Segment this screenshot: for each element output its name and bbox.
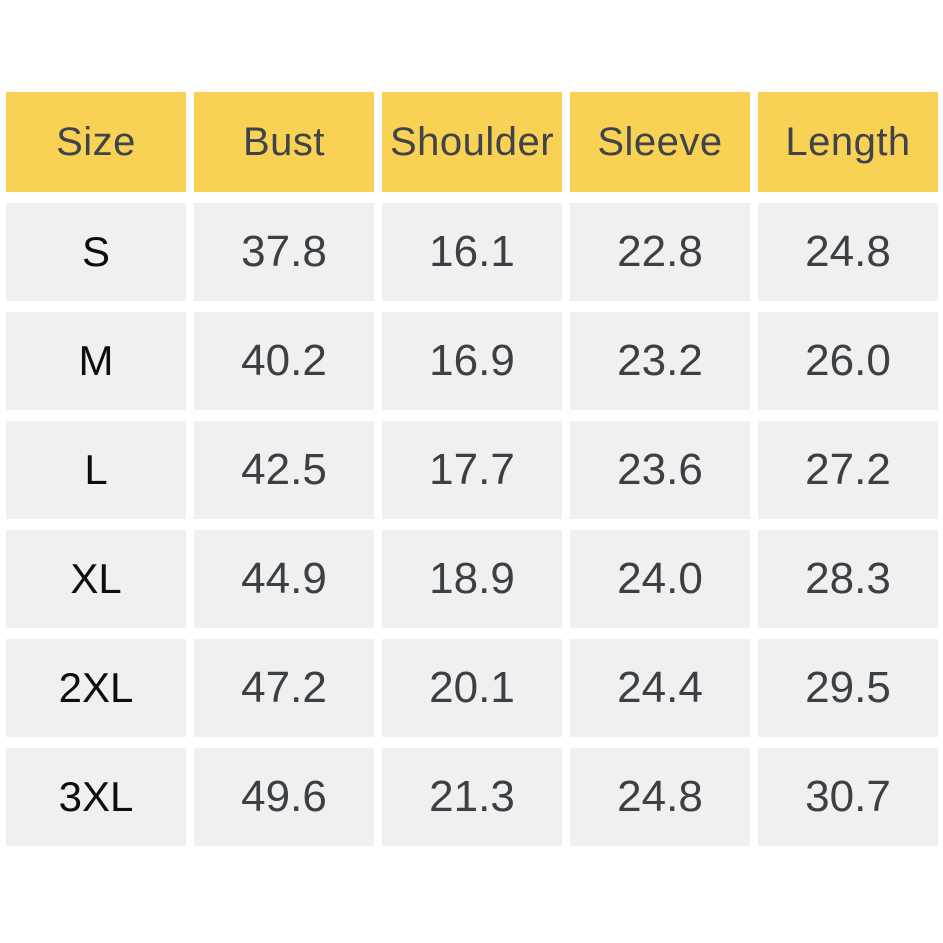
cell-length: 28.3 xyxy=(758,530,938,628)
cell-length: 30.7 xyxy=(758,748,938,846)
cell-size: S xyxy=(6,203,186,301)
cell-shoulder: 20.1 xyxy=(382,639,562,737)
cell-shoulder: 16.1 xyxy=(382,203,562,301)
cell-sleeve: 23.6 xyxy=(570,421,750,519)
cell-sleeve: 23.2 xyxy=(570,312,750,410)
cell-length: 27.2 xyxy=(758,421,938,519)
cell-bust: 37.8 xyxy=(194,203,374,301)
cell-length: 26.0 xyxy=(758,312,938,410)
column-header-sleeve: Sleeve xyxy=(570,92,750,192)
cell-size: 2XL xyxy=(6,639,186,737)
column-header-shoulder: Shoulder xyxy=(382,92,562,192)
cell-bust: 49.6 xyxy=(194,748,374,846)
cell-bust: 42.5 xyxy=(194,421,374,519)
column-header-bust: Bust xyxy=(194,92,374,192)
cell-size: M xyxy=(6,312,186,410)
cell-shoulder: 21.3 xyxy=(382,748,562,846)
cell-bust: 47.2 xyxy=(194,639,374,737)
cell-shoulder: 18.9 xyxy=(382,530,562,628)
column-header-size: Size xyxy=(6,92,186,192)
cell-shoulder: 16.9 xyxy=(382,312,562,410)
cell-size: 3XL xyxy=(6,748,186,846)
cell-sleeve: 24.8 xyxy=(570,748,750,846)
cell-size: L xyxy=(6,421,186,519)
column-header-length: Length xyxy=(758,92,938,192)
cell-bust: 40.2 xyxy=(194,312,374,410)
cell-shoulder: 17.7 xyxy=(382,421,562,519)
size-chart-table: Size Bust Shoulder Sleeve Length S 37.8 … xyxy=(6,92,938,846)
cell-sleeve: 22.8 xyxy=(570,203,750,301)
cell-sleeve: 24.4 xyxy=(570,639,750,737)
cell-length: 24.8 xyxy=(758,203,938,301)
cell-sleeve: 24.0 xyxy=(570,530,750,628)
cell-size: XL xyxy=(6,530,186,628)
cell-bust: 44.9 xyxy=(194,530,374,628)
cell-length: 29.5 xyxy=(758,639,938,737)
